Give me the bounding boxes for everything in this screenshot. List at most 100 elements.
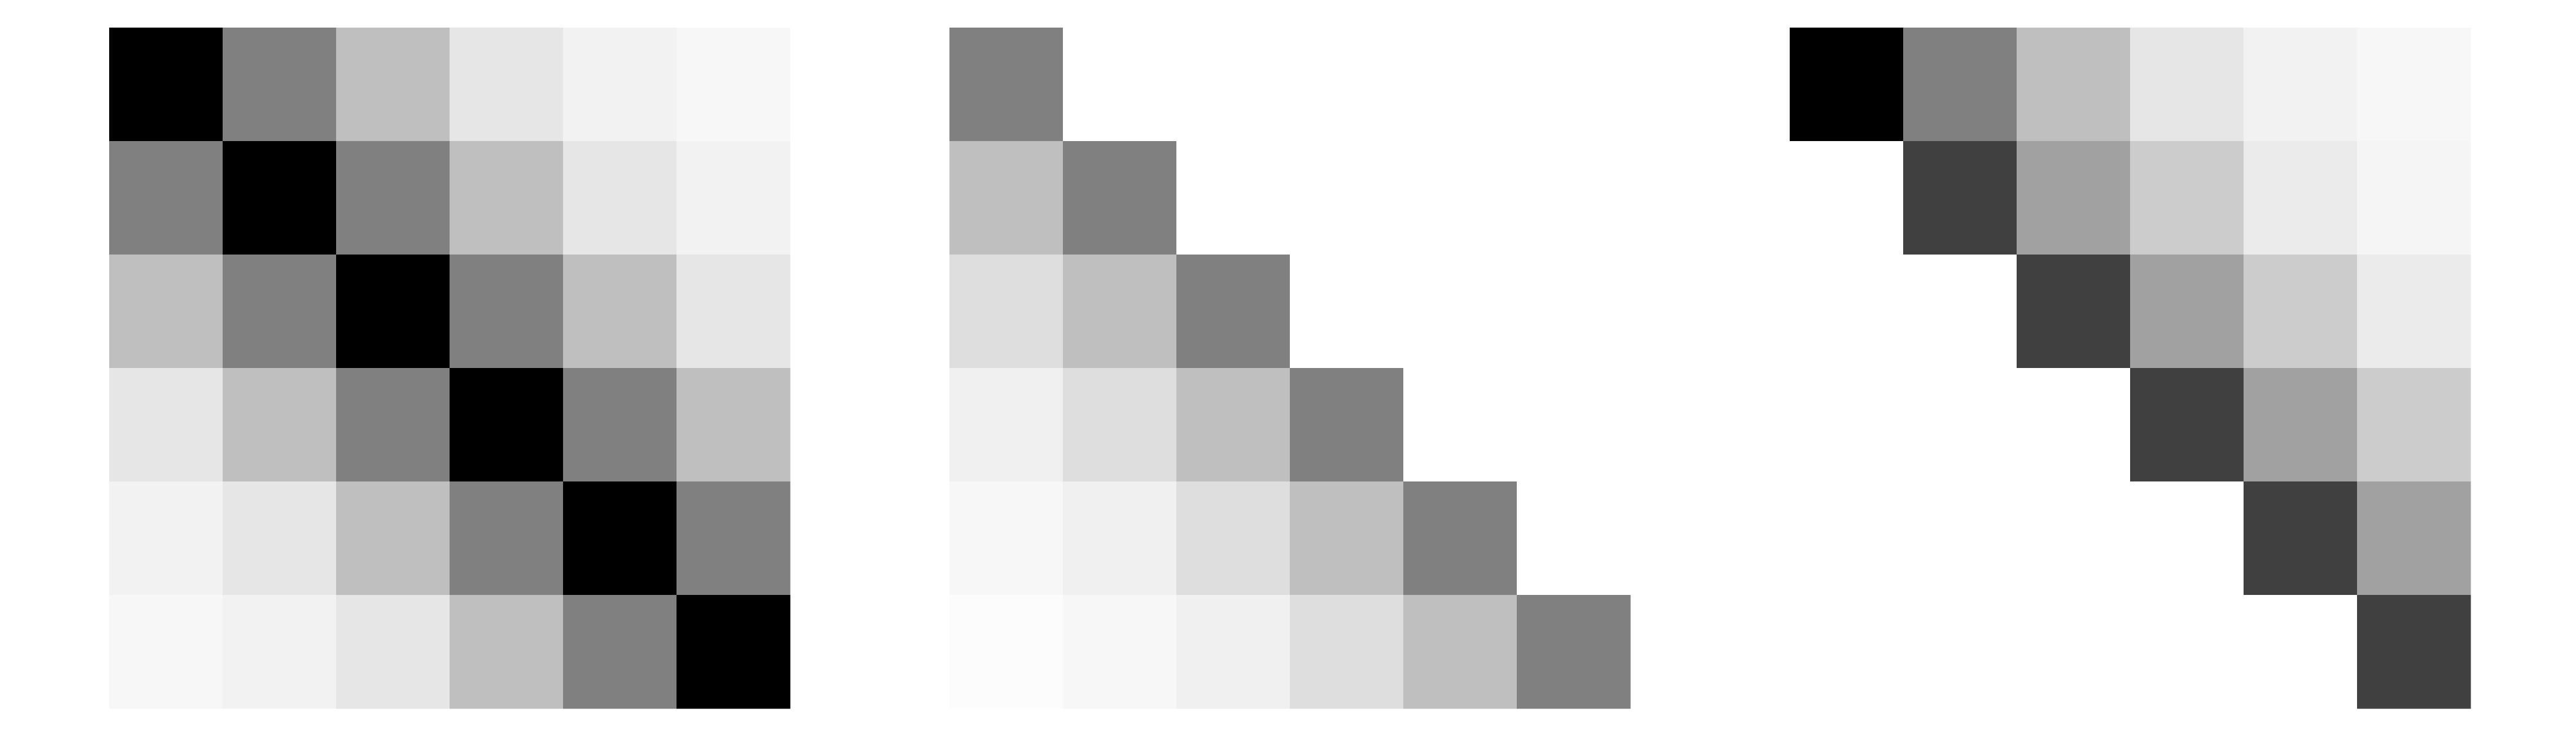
- heatmap-cell-3-r4-c5: [2244, 368, 2358, 482]
- heatmap-cell-1-r4-c3: [336, 368, 450, 482]
- heatmap-panel-2: [949, 28, 1631, 709]
- heatmap-panel-3: [1790, 28, 2471, 709]
- heatmap-cell-3-r1-c2: [1903, 28, 2017, 142]
- heatmap-cell-3-r1-c1: [1790, 28, 1904, 142]
- heatmap-cell-1-r5-c5: [563, 481, 677, 596]
- heatmap-cell-2-r5-c6: [1517, 481, 1631, 596]
- heatmap-cell-3-r4-c1: [1790, 368, 1904, 482]
- heatmap-cell-3-r5-c4: [2130, 481, 2244, 596]
- heatmap-cell-2-r6-c6: [1517, 595, 1631, 709]
- heatmap-cell-1-r4-c5: [563, 368, 677, 482]
- heatmap-cell-2-r5-c2: [1063, 481, 1177, 596]
- heatmap-cell-1-r3-c2: [223, 255, 337, 369]
- heatmap-cell-2-r3-c2: [1063, 255, 1177, 369]
- heatmap-cell-1-r1-c3: [336, 28, 450, 142]
- heatmap-cell-2-r3-c4: [1290, 255, 1404, 369]
- heatmap-cell-2-r4-c2: [1063, 368, 1177, 482]
- heatmap-cell-3-r6-c3: [2017, 595, 2131, 709]
- heatmap-cell-1-r3-c5: [563, 255, 677, 369]
- heatmap-cell-1-r4-c1: [109, 368, 223, 482]
- heatmap-cell-1-r1-c5: [563, 28, 677, 142]
- heatmap-cell-2-r4-c1: [949, 368, 1064, 482]
- heatmap-cell-1-r4-c4: [450, 368, 564, 482]
- heatmap-cell-3-r4-c6: [2357, 368, 2471, 482]
- heatmap-cell-1-r1-c4: [450, 28, 564, 142]
- heatmap-cell-3-r1-c4: [2130, 28, 2244, 142]
- heatmap-cell-3-r6-c1: [1790, 595, 1904, 709]
- heatmap-cell-2-r5-c1: [949, 481, 1064, 596]
- heatmap-cell-2-r6-c4: [1290, 595, 1404, 709]
- heatmap-cell-3-r3-c5: [2244, 255, 2358, 369]
- heatmap-cell-2-r2-c5: [1403, 141, 1517, 255]
- heatmap-cell-1-r3-c3: [336, 255, 450, 369]
- heatmap-cell-1-r4-c6: [677, 368, 791, 482]
- heatmap-cell-1-r1-c6: [677, 28, 791, 142]
- heatmap-cell-1-r3-c4: [450, 255, 564, 369]
- heatmap-cell-2-r5-c5: [1403, 481, 1517, 596]
- heatmap-cell-3-r1-c5: [2244, 28, 2358, 142]
- heatmap-cell-2-r6-c2: [1063, 595, 1177, 709]
- heatmap-cell-2-r5-c4: [1290, 481, 1404, 596]
- heatmap-cell-1-r2-c3: [336, 141, 450, 255]
- heatmap-cell-2-r2-c2: [1063, 141, 1177, 255]
- heatmap-cell-2-r3-c5: [1403, 255, 1517, 369]
- heatmap-cell-3-r3-c1: [1790, 255, 1904, 369]
- heatmap-cell-2-r1-c3: [1176, 28, 1290, 142]
- heatmap-cell-1-r4-c2: [223, 368, 337, 482]
- heatmap-cell-3-r4-c3: [2017, 368, 2131, 482]
- heatmap-cell-2-r1-c2: [1063, 28, 1177, 142]
- heatmap-cell-3-r2-c3: [2017, 141, 2131, 255]
- heatmap-cell-3-r5-c3: [2017, 481, 2131, 596]
- heatmap-cell-2-r1-c6: [1517, 28, 1631, 142]
- heatmap-cell-2-r2-c3: [1176, 141, 1290, 255]
- heatmap-cell-1-r2-c4: [450, 141, 564, 255]
- heatmap-cell-3-r6-c4: [2130, 595, 2244, 709]
- heatmap-cell-3-r4-c4: [2130, 368, 2244, 482]
- heatmap-cell-3-r3-c3: [2017, 255, 2131, 369]
- heatmap-cell-1-r6-c5: [563, 595, 677, 709]
- heatmap-cell-1-r6-c2: [223, 595, 337, 709]
- heatmap-cell-3-r2-c2: [1903, 141, 2017, 255]
- heatmap-cell-2-r5-c3: [1176, 481, 1290, 596]
- heatmap-cell-1-r1-c2: [223, 28, 337, 142]
- heatmap-cell-2-r6-c5: [1403, 595, 1517, 709]
- heatmap-cell-3-r4-c2: [1903, 368, 2017, 482]
- heatmap-cell-3-r5-c5: [2244, 481, 2358, 596]
- heatmap-cell-1-r2-c6: [677, 141, 791, 255]
- heatmap-cell-2-r4-c6: [1517, 368, 1631, 482]
- heatmap-cell-1-r1-c1: [109, 28, 223, 142]
- heatmap-cell-3-r6-c5: [2244, 595, 2358, 709]
- heatmap-cell-3-r1-c6: [2357, 28, 2471, 142]
- heatmap-cell-3-r6-c6: [2357, 595, 2471, 709]
- heatmap-cell-3-r2-c5: [2244, 141, 2358, 255]
- heatmap-cell-3-r1-c3: [2017, 28, 2131, 142]
- heatmap-cell-1-r3-c1: [109, 255, 223, 369]
- heatmap-cell-2-r6-c1: [949, 595, 1064, 709]
- heatmap-cell-1-r6-c3: [336, 595, 450, 709]
- heatmap-cell-1-r5-c6: [677, 481, 791, 596]
- heatmap-cell-1-r3-c6: [677, 255, 791, 369]
- heatmap-cell-3-r5-c1: [1790, 481, 1904, 596]
- heatmap-cell-3-r3-c6: [2357, 255, 2471, 369]
- heatmap-cell-3-r2-c6: [2357, 141, 2471, 255]
- heatmap-cell-2-r1-c5: [1403, 28, 1517, 142]
- heatmap-cell-1-r6-c1: [109, 595, 223, 709]
- heatmap-cell-2-r3-c6: [1517, 255, 1631, 369]
- heatmap-cell-2-r2-c4: [1290, 141, 1404, 255]
- heatmap-cell-1-r5-c3: [336, 481, 450, 596]
- heatmap-cell-3-r2-c4: [2130, 141, 2244, 255]
- heatmap-cell-1-r6-c6: [677, 595, 791, 709]
- heatmap-cell-3-r5-c6: [2357, 481, 2471, 596]
- heatmap-panels: [109, 28, 2471, 709]
- heatmap-cell-2-r2-c6: [1517, 141, 1631, 255]
- heatmap-cell-1-r2-c5: [563, 141, 677, 255]
- heatmap-cell-2-r1-c1: [949, 28, 1064, 142]
- heatmap-cell-2-r3-c3: [1176, 255, 1290, 369]
- heatmap-cell-3-r2-c1: [1790, 141, 1904, 255]
- heatmap-cell-1-r5-c2: [223, 481, 337, 596]
- heatmap-cell-2-r4-c5: [1403, 368, 1517, 482]
- heatmap-cell-1-r6-c4: [450, 595, 564, 709]
- heatmap-cell-2-r3-c1: [949, 255, 1064, 369]
- heatmap-cell-1-r5-c4: [450, 481, 564, 596]
